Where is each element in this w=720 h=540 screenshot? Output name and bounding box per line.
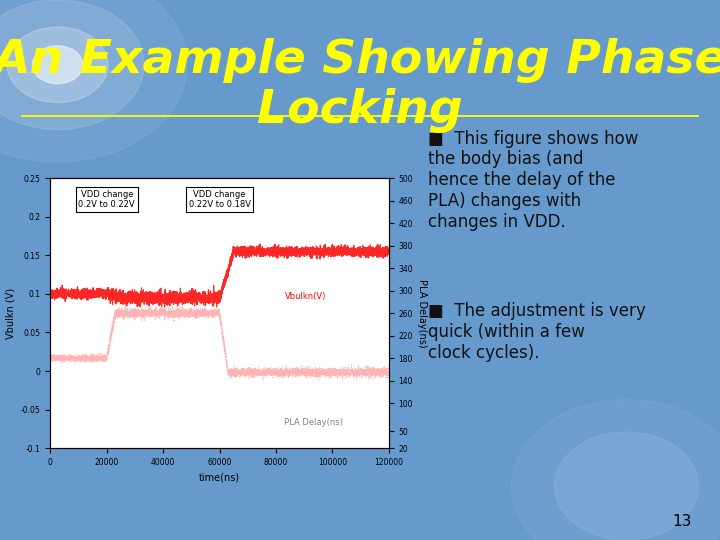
Y-axis label: PLA Delay(ns): PLA Delay(ns) (417, 279, 427, 348)
X-axis label: time(ns): time(ns) (199, 472, 240, 482)
Circle shape (554, 432, 698, 540)
Text: Vbulkn(V): Vbulkn(V) (284, 292, 326, 301)
Text: ■  The adjustment is very
quick (within a few
clock cycles).: ■ The adjustment is very quick (within a… (428, 302, 646, 362)
Text: An Example Showing Phase
Locking: An Example Showing Phase Locking (0, 38, 720, 133)
Circle shape (0, 0, 144, 130)
Text: VDD change
0.22V to 0.18V: VDD change 0.22V to 0.18V (189, 190, 251, 209)
Text: PLA Delay(ns): PLA Delay(ns) (284, 418, 343, 427)
Circle shape (7, 27, 108, 103)
Circle shape (511, 400, 720, 540)
Text: VDD change
0.2V to 0.22V: VDD change 0.2V to 0.22V (78, 190, 135, 209)
Text: 13: 13 (672, 514, 691, 529)
Circle shape (32, 46, 83, 84)
Y-axis label: Vbulkn (V): Vbulkn (V) (5, 288, 15, 339)
Circle shape (0, 0, 187, 162)
Text: ■  This figure shows how
the body bias (and
hence the delay of the
PLA) changes : ■ This figure shows how the body bias (a… (428, 130, 639, 231)
